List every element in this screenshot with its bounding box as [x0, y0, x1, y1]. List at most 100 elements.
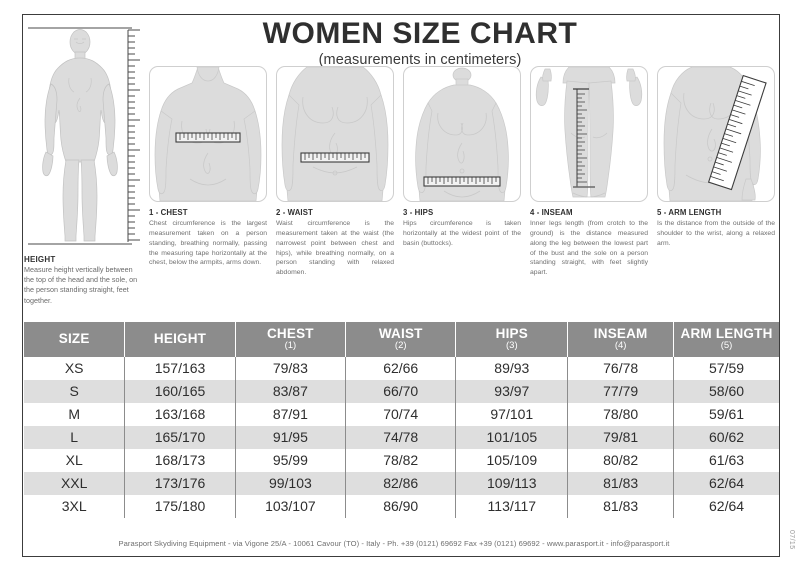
footer-contact-line: Parasport Skydiving Equipment - via Vigo…: [118, 539, 670, 548]
cell-arm: 61/63: [673, 448, 779, 472]
panel-waist-body: Waist circumference is the measurement t…: [276, 220, 394, 277]
edge-revision-code: 07/15: [788, 530, 795, 550]
cell-waist: 66/70: [345, 379, 457, 403]
cell-size: XS: [24, 356, 126, 380]
cell-waist: 86/90: [345, 494, 457, 518]
cell-waist: 78/82: [345, 448, 457, 472]
cell-height: 168/173: [124, 448, 236, 472]
panel-inseam: 4 - INSEAM Inner legs length (from crotc…: [530, 66, 648, 278]
cell-inseam: 78/80: [567, 402, 675, 426]
cell-height: 157/163: [124, 356, 236, 380]
cell-chest: 103/107: [235, 494, 347, 518]
table-row: XXL 173/176 99/103 82/86 109/113 81/83 6…: [24, 471, 779, 495]
torso-hips-tape-icon: [403, 66, 521, 202]
cell-height: 163/168: [124, 402, 236, 426]
table-header-row: SIZE HEIGHT CHEST (1) WAIST (2) HIPS (3): [24, 322, 779, 357]
cell-arm: 62/64: [673, 471, 779, 495]
cell-hips: 105/109: [455, 448, 569, 472]
cell-hips: 97/101: [455, 402, 569, 426]
panel-hips-title: 3 - HIPS: [403, 208, 434, 217]
title-block: WOMEN SIZE CHART (measurements in centim…: [180, 18, 660, 68]
cell-size: L: [24, 425, 126, 449]
col-header-arm-length-label: ARM LENGTH: [680, 326, 773, 341]
size-table: SIZE HEIGHT CHEST (1) WAIST (2) HIPS (3): [24, 322, 779, 518]
panel-inseam-body: Inner legs length (from crotch to the gr…: [530, 220, 648, 277]
page-frame-top: [22, 14, 780, 15]
cell-hips: 113/117: [455, 494, 569, 518]
cell-hips: 93/97: [455, 379, 569, 403]
col-header-waist: WAIST (2): [345, 322, 457, 357]
height-block: HEIGHT Measure height vertically between…: [24, 22, 146, 306]
panel-inseam-title: 4 - INSEAM: [530, 208, 573, 217]
cell-size: XL: [24, 448, 126, 472]
page-frame-bottom: [22, 556, 780, 557]
cell-hips: 101/105: [455, 425, 569, 449]
cell-arm: 57/59: [673, 356, 779, 380]
col-header-inseam-label: INSEAM: [593, 326, 648, 341]
panel-hips-body: Hips circumference is taken horizontally…: [403, 220, 521, 247]
cell-size: XXL: [24, 471, 126, 495]
table-row: S 160/165 83/87 66/70 93/97 77/79 58/60: [24, 379, 779, 403]
page-frame-right: [779, 14, 780, 557]
cell-size: S: [24, 379, 126, 403]
col-header-arm-length-index: (5): [720, 340, 733, 352]
cell-size: 3XL: [24, 494, 126, 518]
cell-height: 173/176: [124, 471, 236, 495]
col-header-height: HEIGHT: [124, 322, 236, 357]
page-frame-left: [22, 14, 23, 557]
cell-chest: 91/95: [235, 425, 347, 449]
table-row: M 163/168 87/91 70/74 97/101 78/80 59/61: [24, 402, 779, 426]
height-caption-body: Measure height vertically between the to…: [24, 265, 138, 305]
panel-waist-title: 2 - WAIST: [276, 208, 313, 217]
col-header-waist-index: (2): [394, 340, 407, 352]
page-subtitle: (measurements in centimeters): [318, 51, 522, 68]
table-row: L 165/170 91/95 74/78 101/105 79/81 60/6…: [24, 425, 779, 449]
col-header-chest-index: (1): [284, 340, 297, 352]
cell-chest: 79/83: [235, 356, 347, 380]
col-header-hips: HIPS (3): [455, 322, 569, 357]
cell-inseam: 76/78: [567, 356, 675, 380]
col-header-size-label: SIZE: [58, 331, 90, 347]
panel-waist: 2 - WAIST Waist circumference is the mea…: [276, 66, 394, 278]
table-row: 3XL 175/180 103/107 86/90 113/117 81/83 …: [24, 494, 779, 518]
cell-inseam: 81/83: [567, 494, 675, 518]
col-header-arm-length: ARM LENGTH (5): [673, 322, 779, 357]
cell-waist: 70/74: [345, 402, 457, 426]
cell-inseam: 79/81: [567, 425, 675, 449]
panel-chest: 1 - CHEST Chest circumference is the lar…: [149, 66, 267, 268]
cell-arm: 59/61: [673, 402, 779, 426]
panel-arm-length-body: Is the distance from the outside of the …: [657, 220, 775, 247]
size-table-body: XS 157/163 79/83 62/66 89/93 76/78 57/59…: [24, 356, 779, 518]
cell-arm: 58/60: [673, 379, 779, 403]
cell-chest: 83/87: [235, 379, 347, 403]
torso-waist-tape-icon: [276, 66, 394, 202]
cell-height: 160/165: [124, 379, 236, 403]
cell-inseam: 80/82: [567, 448, 675, 472]
col-header-chest-label: CHEST: [266, 326, 314, 341]
arm-length-ruler-icon: [657, 66, 775, 202]
cell-waist: 74/78: [345, 425, 457, 449]
col-header-hips-index: (3): [506, 340, 518, 352]
torso-chest-tape-icon: [149, 66, 267, 202]
cell-size: M: [24, 402, 126, 426]
page-title: WOMEN SIZE CHART: [262, 17, 578, 50]
height-caption-title: HEIGHT: [24, 255, 56, 264]
col-header-height-label: HEIGHT: [153, 331, 207, 347]
cell-arm: 62/64: [673, 494, 779, 518]
cell-inseam: 81/83: [567, 471, 675, 495]
panel-hips: 3 - HIPS Hips circumference is taken hor…: [403, 66, 521, 249]
col-header-waist-label: WAIST: [378, 326, 423, 341]
cell-chest: 87/91: [235, 402, 347, 426]
cell-hips: 89/93: [455, 356, 569, 380]
cell-waist: 82/86: [345, 471, 457, 495]
cell-height: 165/170: [124, 425, 236, 449]
panel-chest-body: Chest circumference is the largest measu…: [149, 220, 267, 267]
size-table-head: SIZE HEIGHT CHEST (1) WAIST (2) HIPS (3): [24, 322, 779, 357]
cell-inseam: 77/79: [567, 379, 675, 403]
panel-arm-length: 5 - ARM LENGTH Is the distance from the …: [657, 66, 775, 249]
measurement-panels: 1 - CHEST Chest circumference is the lar…: [149, 66, 783, 291]
cell-height: 175/180: [124, 494, 236, 518]
col-header-size: SIZE: [24, 322, 126, 357]
cell-waist: 62/66: [345, 356, 457, 380]
